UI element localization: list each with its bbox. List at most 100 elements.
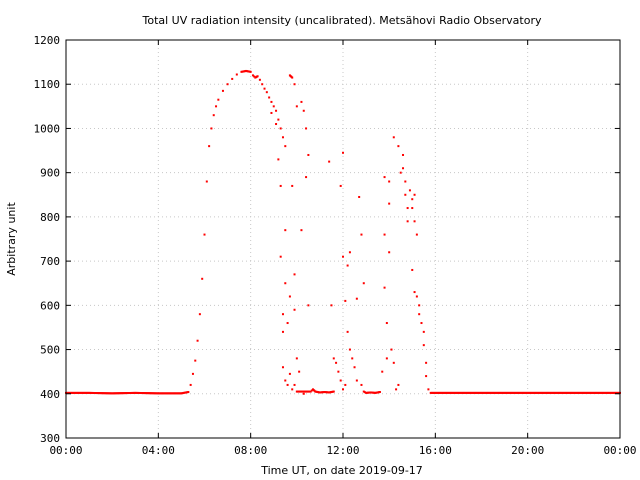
y-tick-label: 1100 — [34, 78, 61, 91]
data-point — [339, 379, 342, 382]
y-tick-label: 400 — [40, 388, 60, 401]
x-tick-label: 12:00 — [326, 444, 359, 457]
data-point — [355, 297, 358, 300]
x-axis-label: Time UT, on date 2019-09-17 — [260, 464, 423, 477]
data-point — [353, 366, 356, 369]
data-point — [293, 383, 296, 386]
y-tick-label: 1000 — [34, 122, 61, 135]
data-point — [281, 313, 284, 316]
data-point — [310, 389, 313, 392]
data-point — [360, 233, 363, 236]
data-point — [196, 339, 199, 342]
data-point — [281, 366, 284, 369]
data-point — [395, 388, 398, 391]
data-point — [286, 322, 289, 325]
data-point — [346, 264, 349, 267]
data-point — [263, 87, 266, 90]
data-point — [270, 100, 273, 103]
data-point — [388, 202, 391, 205]
data-point — [413, 220, 416, 223]
data-point — [406, 220, 409, 223]
data-point — [415, 295, 418, 298]
data-point — [383, 233, 386, 236]
data-point — [411, 198, 414, 201]
data-point — [203, 233, 206, 236]
data-point — [291, 184, 294, 187]
data-points — [65, 69, 621, 395]
data-point — [383, 176, 386, 179]
data-point — [284, 379, 287, 382]
data-point — [293, 273, 296, 276]
data-point — [253, 75, 256, 78]
data-point — [279, 184, 282, 187]
data-point — [272, 105, 275, 108]
data-point — [231, 77, 234, 80]
data-point — [277, 158, 280, 161]
y-tick-label: 700 — [40, 255, 60, 268]
x-tick-label: 16:00 — [419, 444, 452, 457]
data-point — [399, 171, 402, 174]
data-point — [217, 98, 220, 101]
data-point — [288, 372, 291, 375]
data-point — [265, 91, 268, 94]
data-point — [420, 322, 423, 325]
data-point — [415, 233, 418, 236]
data-point — [221, 89, 224, 92]
data-point — [413, 193, 416, 196]
data-point — [284, 145, 287, 148]
data-point — [413, 291, 416, 294]
data-point — [381, 370, 384, 373]
y-tick-label: 300 — [40, 432, 60, 445]
data-point — [284, 229, 287, 232]
grid — [65, 39, 621, 439]
axis-ticks: 300 400 500 600 700 800 900 1000 1100 1200 00:00 04… — [34, 34, 637, 457]
data-point — [360, 383, 363, 386]
data-point — [344, 299, 347, 302]
data-point — [286, 383, 289, 386]
data-point — [291, 76, 294, 79]
data-point — [335, 361, 338, 364]
x-tick-label: 00:00 — [49, 444, 82, 457]
data-point — [388, 251, 391, 254]
data-point — [425, 361, 428, 364]
data-point — [281, 330, 284, 333]
data-point — [348, 251, 351, 254]
x-tick-label: 08:00 — [234, 444, 267, 457]
data-point — [251, 74, 254, 77]
data-point — [305, 127, 308, 130]
data-point — [288, 295, 291, 298]
data-point — [302, 392, 305, 395]
data-point — [422, 344, 425, 347]
data-point — [362, 390, 365, 393]
y-tick-label: 900 — [40, 167, 60, 180]
data-point — [378, 391, 381, 394]
data-point — [208, 145, 211, 148]
data-point — [397, 383, 400, 386]
data-point — [198, 313, 201, 316]
data-point — [418, 304, 421, 307]
data-point — [291, 388, 294, 391]
data-point — [201, 277, 204, 280]
data-point — [385, 357, 388, 360]
data-point — [342, 388, 344, 391]
data-point — [284, 282, 287, 285]
data-point — [332, 390, 335, 393]
data-point — [337, 370, 340, 373]
x-tick-label: 00:00 — [603, 444, 636, 457]
data-point — [212, 114, 215, 117]
data-point — [187, 391, 190, 394]
data-point — [210, 127, 213, 130]
data-point — [189, 383, 192, 386]
data-point — [427, 388, 430, 391]
data-point — [277, 118, 280, 121]
data-point — [392, 136, 395, 139]
data-point — [300, 100, 303, 103]
data-point — [191, 372, 194, 375]
data-point — [351, 357, 354, 360]
data-point — [406, 207, 409, 210]
data-point — [422, 330, 425, 333]
data-point — [383, 286, 386, 289]
data-point — [226, 83, 229, 86]
y-tick-label: 500 — [40, 344, 60, 357]
